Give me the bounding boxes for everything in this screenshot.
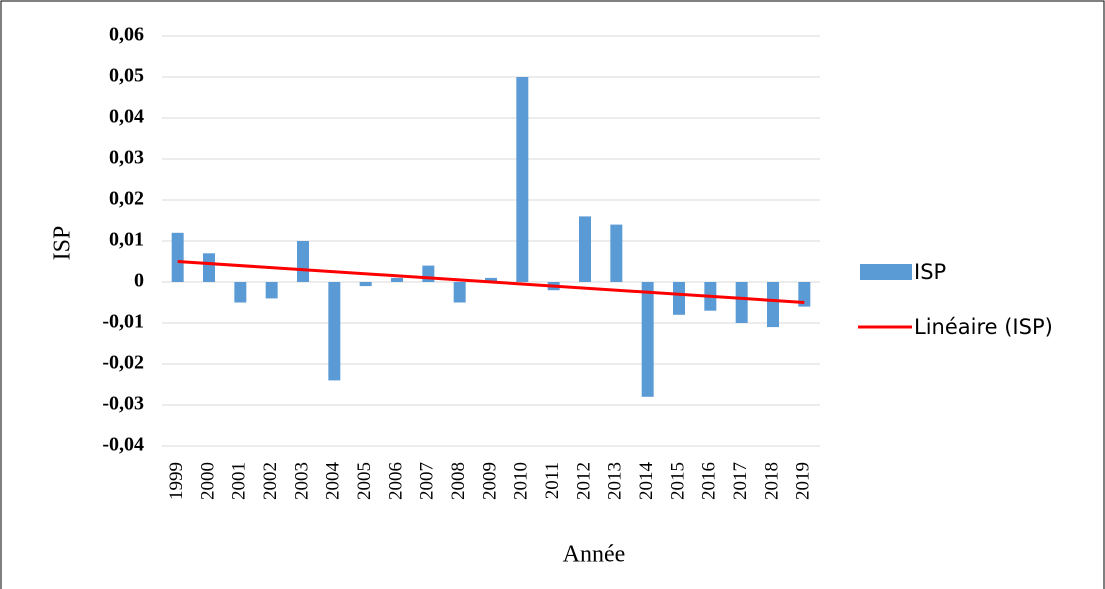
y-axis-label: ISP: [50, 226, 76, 261]
x-tick-label: 2011: [542, 462, 563, 499]
bar: [328, 282, 341, 381]
x-tick-label: 2009: [479, 462, 500, 500]
y-tick-label: 0,02: [109, 188, 144, 210]
x-tick-label: 2007: [417, 462, 438, 500]
y-tick-label: 0,03: [109, 147, 144, 169]
bar: [767, 282, 779, 328]
bar: [297, 241, 309, 282]
bar: [234, 282, 247, 303]
bar: [203, 253, 215, 282]
bar: [735, 282, 748, 323]
bar: [798, 282, 811, 307]
y-tick-label: 0,01: [109, 229, 144, 251]
bar: [516, 77, 529, 282]
x-tick-label: 2017: [730, 462, 751, 500]
x-tick-label: 2014: [636, 462, 657, 501]
y-tick-label: -0,03: [102, 393, 144, 415]
x-tick-label: 2001: [229, 462, 250, 500]
bar: [610, 224, 623, 282]
x-tick-label: 2003: [291, 462, 312, 500]
x-tick-label: 2013: [605, 462, 626, 500]
bar: [673, 282, 685, 315]
bar: [485, 277, 497, 282]
legend-swatch: [860, 264, 912, 280]
bar: [171, 232, 184, 282]
x-tick-label: 2006: [385, 462, 406, 500]
x-tick-label: 2018: [761, 462, 782, 500]
x-tick-label: 2015: [667, 462, 688, 500]
x-tick-label: 2019: [793, 462, 814, 500]
x-axis-label: Année: [563, 542, 626, 568]
x-tick-label: 1999: [166, 462, 187, 500]
bar: [579, 216, 591, 282]
bar: [265, 282, 278, 299]
bar: [359, 282, 372, 287]
y-tick-label: -0,02: [102, 352, 144, 374]
x-tick-label: 2002: [260, 462, 281, 500]
legend-label: Linéaire (ISP): [914, 315, 1053, 339]
y-tick-label: 0,04: [109, 106, 144, 128]
x-tick-label: 2010: [511, 462, 532, 500]
trend-line: [177, 260, 805, 304]
y-tick-label: -0,04: [102, 434, 144, 456]
x-tick-label: 2016: [699, 462, 720, 500]
x-tick-label: 2004: [323, 462, 344, 501]
y-tick-label: -0,01: [102, 311, 144, 333]
y-tick-label: 0,06: [109, 24, 144, 46]
y-tick-label: 0,05: [109, 65, 144, 87]
x-tick-label: 2005: [354, 462, 375, 500]
x-tick-label: 2000: [197, 462, 218, 500]
bar: [391, 277, 403, 282]
bar: [641, 282, 654, 397]
y-tick-label: 0: [134, 270, 144, 292]
legend-label: ISP: [914, 260, 946, 284]
bar: [453, 282, 466, 303]
x-tick-label: 2008: [448, 462, 469, 500]
x-tick-label: 2012: [573, 462, 594, 500]
